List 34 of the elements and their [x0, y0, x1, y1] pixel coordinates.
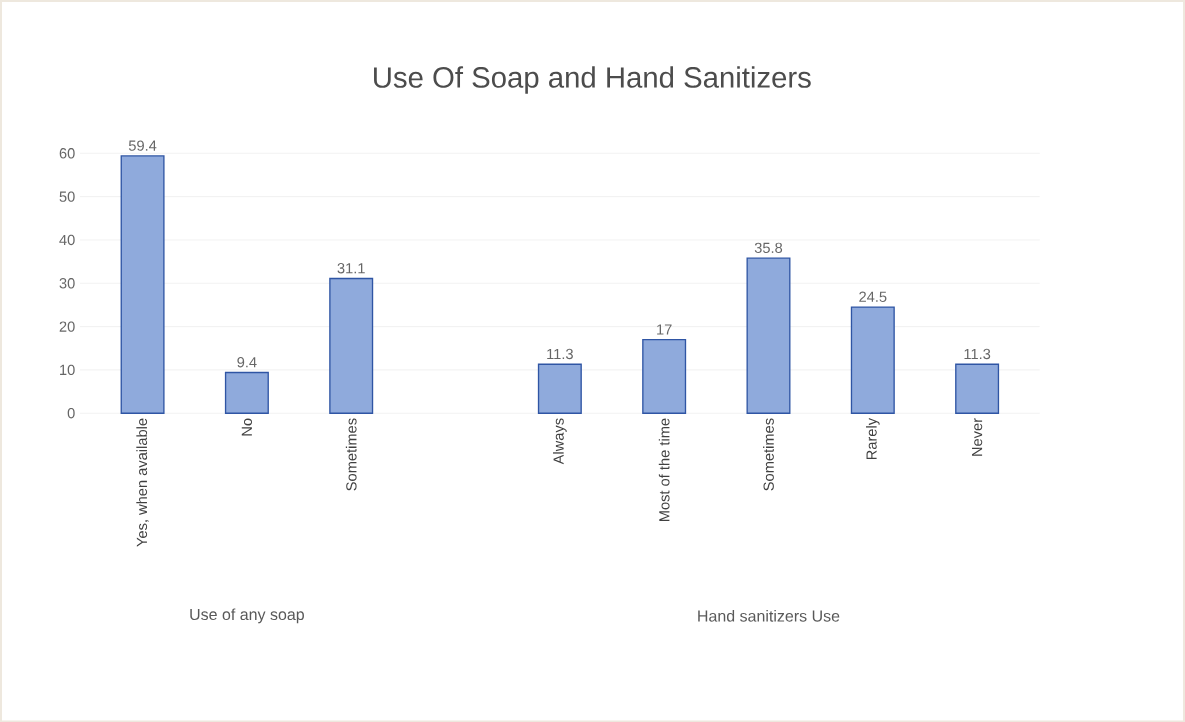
data-label: 17: [657, 324, 672, 335]
x-tick-label: Never: [972, 417, 983, 456]
x-tick-label: No: [241, 418, 253, 436]
x-tick-label: Rarely: [865, 417, 880, 459]
data-label: 24.5: [859, 291, 887, 302]
x-tick-label: Always: [553, 418, 567, 465]
x-tick-label: Sometimes: [345, 418, 357, 491]
y-tick-label: 60: [59, 147, 75, 159]
y-tick-label: 10: [60, 364, 75, 375]
data-label: 11.3: [964, 348, 991, 359]
y-tick-label: 20: [59, 321, 75, 332]
data-label: 11.3: [547, 348, 573, 359]
x-tick-label: Sometimes: [763, 418, 774, 491]
y-tick-label: 0: [67, 407, 75, 419]
data-label: 9.4: [237, 356, 257, 368]
bar: [224, 371, 269, 414]
bar: [955, 363, 1000, 414]
y-tick-label: 30: [59, 277, 75, 289]
bar: [537, 363, 582, 414]
bar: [642, 338, 687, 414]
x-tick-label: Yes, when available: [136, 418, 149, 547]
y-tick-label: 40: [59, 234, 75, 245]
bar: [329, 277, 374, 414]
data-label: 59.4: [128, 140, 157, 151]
data-label: 35.8: [754, 242, 783, 253]
bar: [746, 257, 791, 414]
text: Hand sanitizers Use: [698, 609, 840, 622]
chart-title: Use Of Soap and Hand Sanitizers: [374, 66, 811, 94]
bar: [120, 154, 165, 414]
y-tick-label: 50: [59, 191, 75, 202]
bar: [850, 306, 895, 414]
text: Use of any soap: [190, 608, 304, 624]
x-tick-label: Most of the time: [658, 418, 670, 521]
data-label: 31.1: [337, 262, 365, 274]
